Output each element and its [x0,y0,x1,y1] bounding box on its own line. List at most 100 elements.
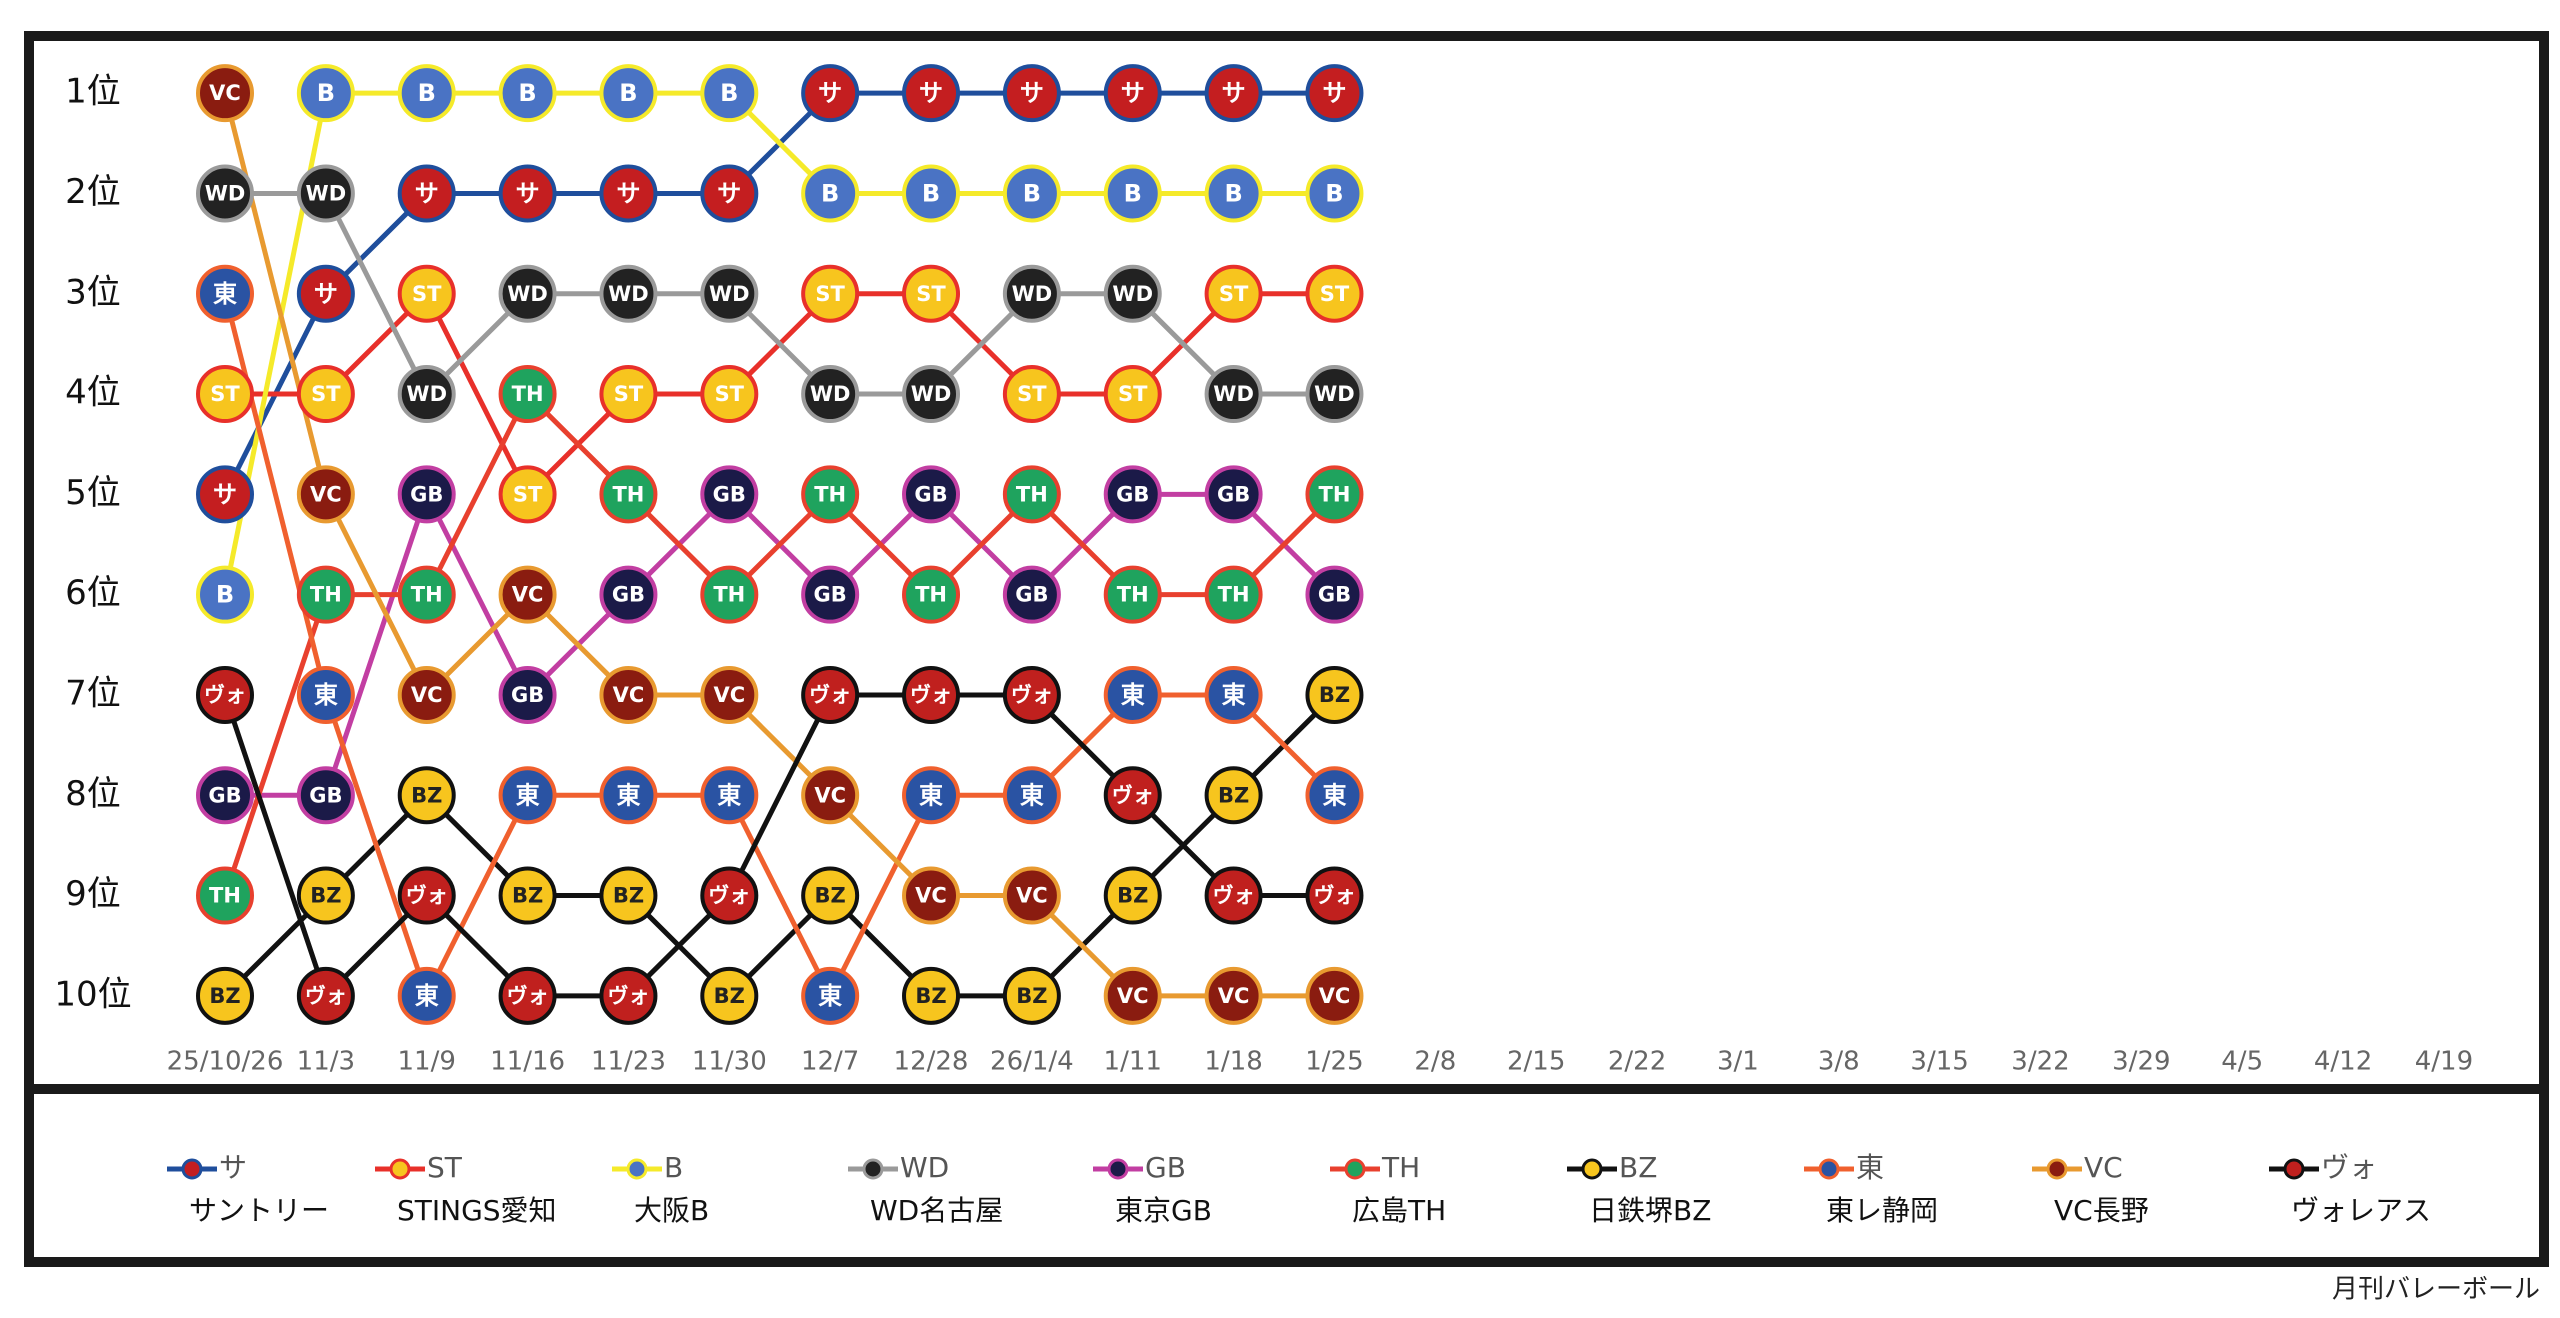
marker-label: B [1325,179,1343,207]
marker-label: VC [713,683,745,707]
y-tick-label: 4位 [65,373,121,413]
marker-label: 東 [1020,781,1044,809]
series-line [222,692,1335,999]
marker-label: ヴォ [910,683,952,707]
rank-marker [1204,264,1263,323]
rank-marker [196,866,254,925]
marker-label: VC [310,482,342,506]
marker-label: WD [205,181,246,205]
marker-label: B [1023,179,1041,207]
y-tick-label: 5位 [65,473,121,513]
x-tick-label: 11/9 [398,1047,456,1077]
rank-marker [1305,164,1364,223]
x-tick-label: 12/28 [894,1047,969,1077]
marker-label: WD [507,282,548,306]
marker-label: VC [915,884,947,908]
marker-label: BZ [915,984,946,1008]
marker-label: VC [512,583,544,607]
marker-label: ST [1219,282,1249,306]
rank-marker [1002,966,1061,1025]
marker-label: TH [209,884,241,908]
marker-label: B [418,79,436,107]
rank-marker [498,164,557,223]
rank-marker [397,766,456,825]
series-line [222,90,1335,496]
marker-label: GB [612,583,645,607]
marker-label: VC [1218,984,1250,1008]
rank-marker [196,164,254,223]
rank-marker [801,966,860,1025]
marker-label: GB [511,683,544,707]
rank-marker [1204,766,1263,825]
marker-label: WD [1112,282,1153,306]
x-tick-label: 2/8 [1414,1047,1456,1077]
marker-label: サ [415,179,439,207]
marker-label: ヴォ [305,984,347,1008]
x-tick-label: 11/30 [692,1047,767,1077]
rank-marker [700,164,759,223]
rank-marker [1103,64,1162,123]
marker-label: ST [412,282,442,306]
marker-label: BZ [1218,783,1249,807]
rank-marker [196,365,254,424]
rank-marker [1103,966,1162,1025]
legend-team: VC長野 [2054,1194,2149,1227]
legend-team: 東京GB [1115,1194,1212,1227]
rank-marker [1305,866,1364,925]
marker-label: TH [612,482,644,506]
rank-marker [1204,966,1263,1025]
legend-symbol: WD [900,1151,949,1184]
marker-label: WD [1213,382,1254,406]
rank-marker [296,365,355,424]
rank-marker [599,565,658,624]
marker-label: B [821,179,839,207]
marker-label: VC [209,81,241,105]
rank-marker [599,766,658,825]
marker-label: ヴォ [1213,884,1255,908]
marker-label: サ [1020,79,1044,107]
marker-label: ヴォ [1011,683,1053,707]
marker-label: サ [919,79,943,107]
series-line [225,491,1337,798]
rank-marker [498,64,557,123]
x-tick-label: 4/19 [2415,1047,2473,1077]
x-tick-label: 3/8 [1818,1047,1860,1077]
rank-marker [801,766,860,825]
rank-marker [196,565,254,624]
rank-marker [1305,465,1364,524]
y-tick-label: 6位 [65,573,121,613]
marker-label: TH [713,583,745,607]
legend-marker [2046,1158,2068,1180]
x-tick-label: 4/5 [2221,1047,2263,1077]
legend-symbol: 東 [1856,1151,1884,1184]
legend-marker [862,1158,884,1180]
rank-marker [397,64,456,123]
marker-label: ST [1320,282,1350,306]
legend-symbol: B [664,1151,683,1184]
marker-label: ST [311,382,341,406]
marker-label: VC [814,783,846,807]
rank-marker [498,966,557,1025]
rank-marker [296,866,355,925]
marker-label: TH [310,583,342,607]
x-tick-label: 25/10/26 [167,1047,284,1077]
series-line [225,190,1335,397]
x-tick-label: 3/15 [1910,1047,1968,1077]
rank-marker [1204,565,1263,624]
x-tick-label: 11/23 [591,1047,666,1077]
rank-marker [801,365,860,424]
legend-marker [181,1158,203,1180]
legend-symbol: ヴォ [2321,1151,2377,1184]
rank-marker [1103,164,1162,223]
marker-label: BZ [714,984,745,1008]
rank-marker [700,64,759,123]
rank-marker [1103,264,1162,323]
rank-marker [902,766,961,825]
rank-marker [498,365,557,424]
x-tick-label: 2/22 [1608,1047,1666,1077]
rank-marker [196,665,254,724]
marker-label: サ [213,480,237,508]
x-tick-label: 11/3 [297,1047,355,1077]
marker-label: 東 [213,280,237,308]
rank-marker [1305,966,1364,1025]
